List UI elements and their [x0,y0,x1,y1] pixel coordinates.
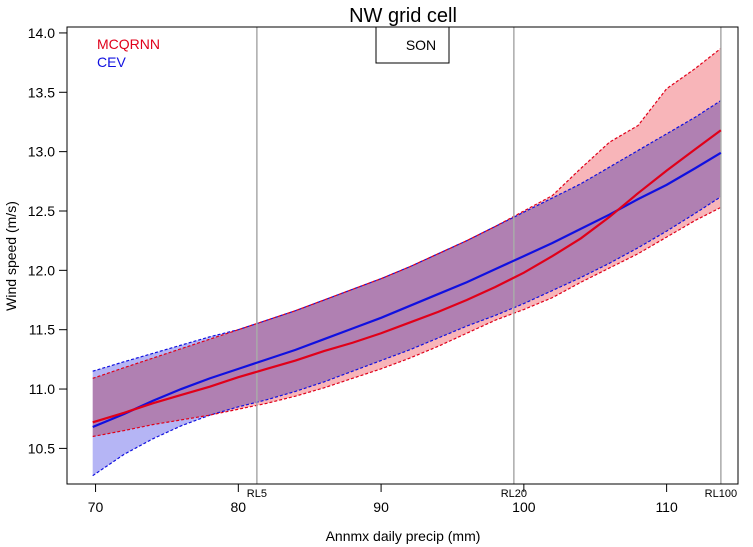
confidence-bands [92,47,722,477]
chart-title: NW grid cell [349,5,457,27]
series-lines [92,129,722,429]
y-tick-label-12-0: 12.0 [28,262,55,278]
y-tick-label-11-5: 11.5 [29,322,55,338]
y-tick-label-10-5: 10.5 [28,440,55,456]
y-axis-label: Wind speed (m/s) [3,201,19,311]
return-level-label-rl5: RL5 [247,488,267,500]
x-axis-label: Annmx daily precip (mm) [326,528,481,544]
y-tick-label-12-5: 12.5 [28,203,55,219]
legend-entry-mcqrnn: MCQRNN [97,36,160,52]
y-tick-label-11-0: 11.0 [29,381,55,397]
y-tick-label-13-5: 13.5 [28,84,55,100]
x-tick-label-70: 70 [88,499,104,515]
band-mcqrnn [92,48,721,437]
band-lower-cev [92,196,722,477]
return-level-label-rl100: RL100 [705,488,737,500]
series-line-mcqrnn [92,129,722,424]
return-level-labels: RL5 RL20 RL100 [247,488,737,500]
x-tick-label-100: 100 [512,499,536,515]
y-tick-label-13-0: 13.0 [28,144,55,160]
x-tick-label-90: 90 [373,499,389,515]
legend-entry-cev: CEV [97,54,126,70]
band-lower-mcqrnn [92,206,722,438]
season-label: SON [406,37,436,53]
y-axis: 10.5 11.0 11.5 12.0 12.5 13.0 13.5 14.0 [28,25,68,456]
x-tick-label-80: 80 [231,499,247,515]
season-box-frame [375,26,450,64]
x-axis: 70 80 90 100 110 [88,483,678,515]
season-box: SON [375,26,450,64]
band-upper-cev [92,100,722,372]
return-level-label-rl20: RL20 [501,488,527,500]
return-level-lines [256,27,722,484]
x-tick-label-110: 110 [655,499,678,515]
y-tick-label-14-0: 14.0 [28,25,55,41]
legend: MCQRNN CEV [97,36,160,70]
band-upper-mcqrnn [92,47,722,379]
